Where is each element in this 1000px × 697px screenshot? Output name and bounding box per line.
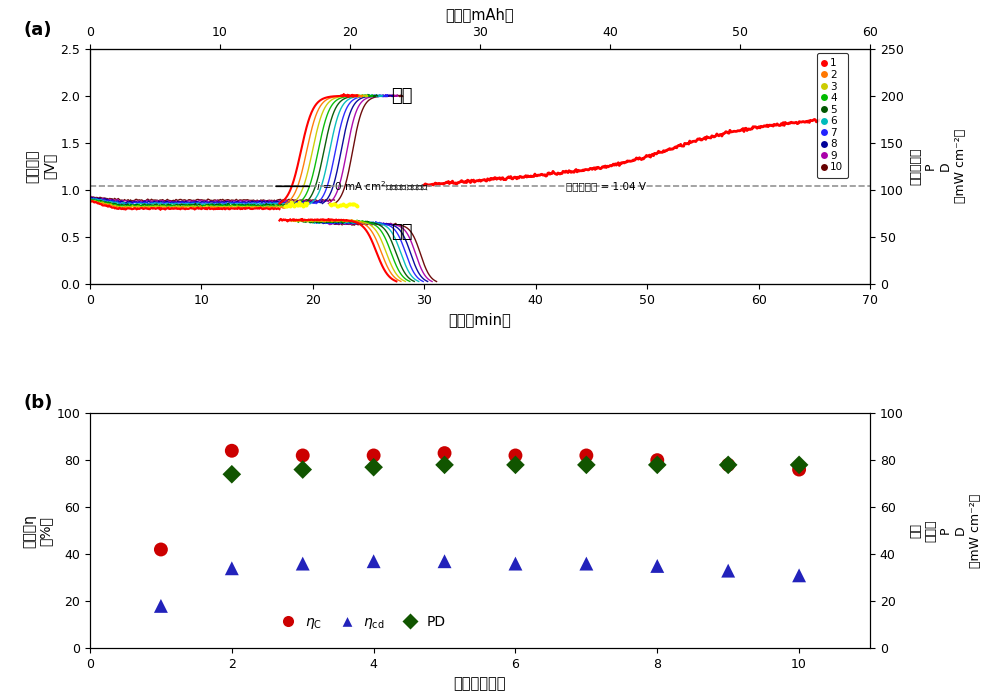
- Point: [289, 200, 305, 211]
- Point: [578, 558, 594, 569]
- Point: [224, 468, 240, 480]
- Point: [224, 562, 240, 574]
- Text: 充電: 充電: [391, 87, 413, 105]
- Point: [153, 600, 169, 611]
- Point: [322, 199, 338, 210]
- Point: [335, 199, 351, 210]
- Point: [295, 464, 311, 475]
- Point: [336, 199, 352, 210]
- Point: [791, 464, 807, 475]
- Text: (a): (a): [24, 21, 52, 38]
- Text: $i$ = 0 mA cm$^2$，一部データ欠損: $i$ = 0 mA cm$^2$，一部データ欠損: [316, 179, 429, 193]
- Point: [295, 200, 311, 211]
- Point: [649, 454, 665, 466]
- X-axis label: 容量（mAh）: 容量（mAh）: [446, 7, 514, 22]
- Point: [578, 459, 594, 470]
- Point: [279, 200, 295, 211]
- X-axis label: 時間（min）: 時間（min）: [449, 312, 511, 327]
- Point: [286, 200, 302, 211]
- Point: [288, 199, 304, 210]
- Point: [366, 450, 382, 461]
- Point: [282, 200, 298, 211]
- Point: [333, 199, 349, 210]
- Y-axis label: 出力密度、
P
D
（mW cm⁻²）: 出力密度、 P D （mW cm⁻²）: [909, 129, 967, 204]
- Point: [283, 197, 299, 208]
- Point: [292, 199, 308, 210]
- Point: [296, 199, 312, 210]
- Point: [342, 199, 358, 210]
- Y-axis label: 効率　η
（%）: 効率 η （%）: [22, 514, 52, 548]
- Point: [341, 199, 357, 210]
- Point: [278, 201, 294, 212]
- Legend: 1, 2, 3, 4, 5, 6, 7, 8, 9, 10: 1, 2, 3, 4, 5, 6, 7, 8, 9, 10: [817, 53, 848, 178]
- Point: [437, 556, 453, 567]
- Point: [366, 556, 382, 567]
- Point: [325, 199, 341, 210]
- Point: [277, 200, 293, 211]
- X-axis label: サイクル回数: サイクル回数: [454, 677, 506, 691]
- Point: [326, 199, 342, 210]
- Point: [720, 459, 736, 470]
- Point: [299, 197, 315, 208]
- Point: [346, 199, 362, 210]
- Y-axis label: 端子電圧
（V）: 端子電圧 （V）: [26, 150, 56, 183]
- Text: 理論起電力 = 1.04 V: 理論起電力 = 1.04 V: [566, 181, 646, 191]
- Point: [437, 459, 453, 470]
- Point: [649, 459, 665, 470]
- Point: [437, 447, 453, 459]
- Text: (b): (b): [24, 395, 53, 413]
- Point: [366, 461, 382, 473]
- Point: [327, 199, 343, 210]
- Point: [720, 459, 736, 470]
- Point: [295, 558, 311, 569]
- Point: [224, 445, 240, 457]
- Point: [791, 569, 807, 581]
- Point: [298, 200, 314, 211]
- Point: [295, 450, 311, 461]
- Point: [345, 199, 361, 210]
- Point: [720, 565, 736, 576]
- Point: [332, 199, 348, 210]
- Text: 放電: 放電: [391, 223, 413, 241]
- Point: [285, 199, 301, 210]
- Y-axis label: 出力
密度、
P
D
（mW cm⁻²）: 出力 密度、 P D （mW cm⁻²）: [909, 493, 982, 568]
- Point: [291, 197, 307, 208]
- Legend: $\eta_\mathrm{C}$, $\eta_\mathrm{cd}$, PD: $\eta_\mathrm{C}$, $\eta_\mathrm{cd}$, P…: [269, 609, 451, 636]
- Point: [349, 201, 365, 212]
- Point: [329, 201, 345, 212]
- Point: [153, 544, 169, 555]
- Point: [507, 450, 523, 461]
- Point: [578, 450, 594, 461]
- Point: [338, 201, 354, 212]
- Point: [649, 560, 665, 572]
- Point: [297, 198, 313, 209]
- Point: [330, 200, 346, 211]
- Point: [281, 199, 297, 210]
- Point: [791, 459, 807, 470]
- Point: [323, 200, 339, 211]
- Point: [348, 199, 364, 210]
- Point: [339, 199, 355, 210]
- Point: [344, 198, 360, 209]
- Point: [507, 459, 523, 470]
- Point: [507, 558, 523, 569]
- Point: [293, 198, 309, 209]
- Point: [284, 199, 300, 210]
- Point: [290, 199, 306, 210]
